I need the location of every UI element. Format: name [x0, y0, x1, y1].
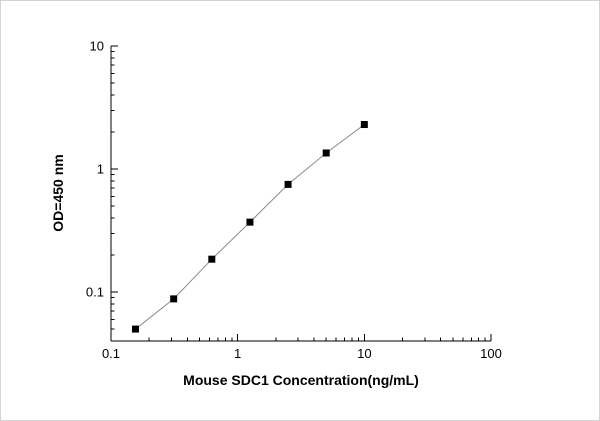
data-point — [322, 149, 330, 157]
y-axis-title: OD=450 nm — [50, 154, 66, 231]
series-line — [135, 124, 365, 330]
data-point — [131, 325, 139, 333]
y-tick-label: 1 — [97, 162, 104, 177]
x-tick-label: 0.1 — [102, 346, 120, 361]
x-tick-label: 10 — [357, 346, 371, 361]
data-point — [208, 255, 216, 263]
data-point — [284, 180, 292, 188]
y-tick-label: 0.1 — [86, 285, 104, 300]
y-tick-label: 10 — [90, 39, 104, 54]
x-tick-label: 100 — [480, 346, 502, 361]
x-tick-label: 1 — [234, 346, 241, 361]
data-point — [360, 121, 368, 129]
data-point — [170, 295, 178, 303]
x-axis-title: Mouse SDC1 Concentration(ng/mL) — [183, 372, 419, 388]
data-point — [246, 218, 254, 226]
